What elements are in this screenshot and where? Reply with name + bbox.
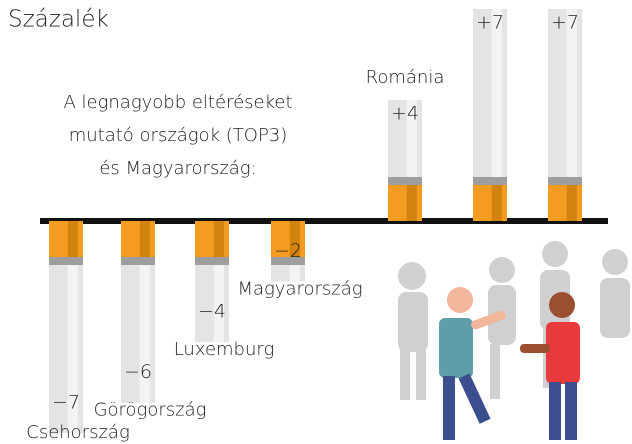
bar-highlight <box>406 99 417 221</box>
filter-shade <box>491 177 502 221</box>
bar <box>195 221 229 343</box>
category-label: Csehország <box>26 422 130 443</box>
filter-band <box>388 177 422 185</box>
value-label: −6 <box>124 361 152 383</box>
bar <box>49 221 83 433</box>
category-label: Luxemburg <box>174 339 275 360</box>
filter-band <box>195 257 229 265</box>
filter-shade <box>406 177 417 221</box>
bar-highlight <box>213 221 224 343</box>
chart-title: Százalék <box>8 7 109 33</box>
value-label: +4 <box>391 102 419 124</box>
annotation: A legnagyobb eltéréseket <box>63 92 292 113</box>
filter-shade <box>67 221 78 265</box>
filter-band <box>548 177 582 185</box>
filter-shade <box>289 221 300 265</box>
bar-highlight <box>139 221 150 403</box>
bar-highlight <box>566 9 577 221</box>
people-illustration <box>398 241 630 440</box>
filter-shade <box>213 221 224 265</box>
bar <box>473 9 507 221</box>
category-label: Románia <box>366 67 445 88</box>
category-label: Görögország <box>94 400 207 421</box>
filter-band <box>121 257 155 265</box>
value-label: −7 <box>52 392 80 414</box>
bar <box>548 9 582 221</box>
bar <box>121 221 155 403</box>
bar <box>388 99 422 221</box>
filter-shade <box>139 221 150 265</box>
value-label: +7 <box>476 12 504 34</box>
annotation: és Magyarország: <box>99 158 256 179</box>
baseline <box>40 218 608 224</box>
bar <box>271 221 305 282</box>
value-label: −2 <box>274 240 302 262</box>
filter-band <box>271 257 305 265</box>
annotation: mutató országok (TOP3) <box>69 125 288 146</box>
category-label: Magyarország <box>237 279 362 300</box>
filter-shade <box>566 177 577 221</box>
filter-band <box>473 177 507 185</box>
bar-highlight <box>491 9 502 221</box>
bar-highlight <box>67 221 78 433</box>
value-label: −4 <box>198 301 226 323</box>
filter-band <box>49 257 83 265</box>
value-label: +7 <box>551 12 579 34</box>
